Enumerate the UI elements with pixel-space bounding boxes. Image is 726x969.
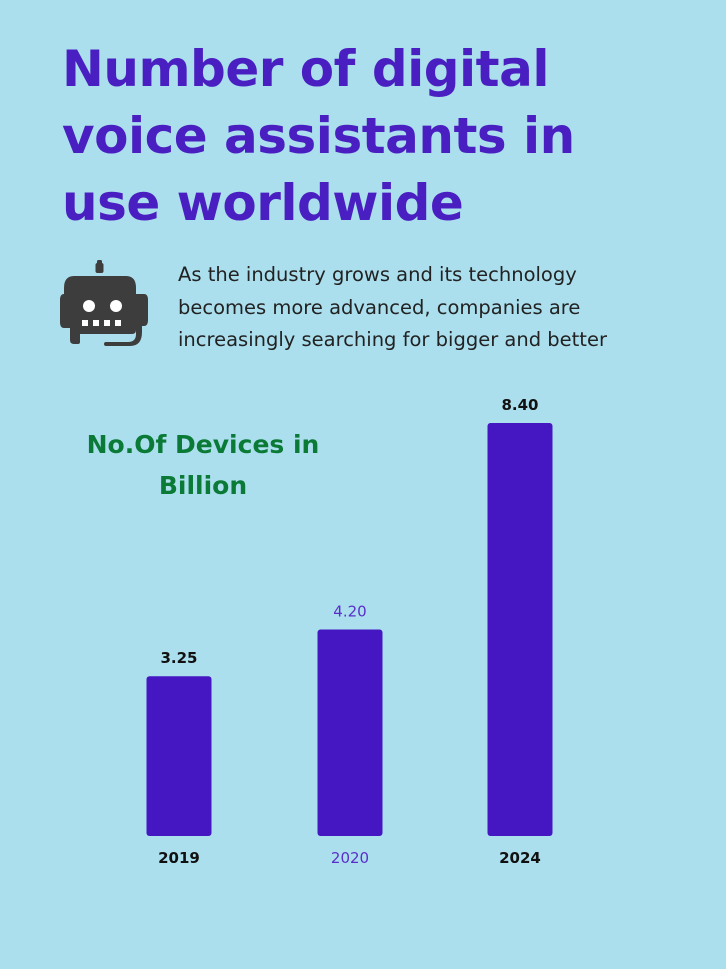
value-label-2019: 3.25 [160,649,197,667]
category-label-2024: 2024 [499,849,541,867]
headline: Number of digital voice assistants in us… [62,36,682,237]
headline-line: voice assistants in [62,107,575,165]
category-label-2019: 2019 [158,849,200,867]
value-label-2020: 4.20 [333,603,366,621]
chart-title-line: No.Of Devices in [86,430,320,459]
description-line: As the industry grows and its technology [178,263,577,286]
headline-line: use worldwide [62,174,464,232]
robot-icon [60,260,148,346]
chart-title: No.Of Devices in Billion [62,424,344,506]
description-line: becomes more advanced, companies are [178,295,581,319]
chart-title-line: Billion [158,471,248,500]
description-line: increasingly searching for bigger and be… [178,328,607,351]
description: As the industry grows and its technology… [178,259,718,357]
bar-2019 [146,676,212,836]
bar-2020 [317,629,383,836]
headline-line: Number of digital [62,40,549,98]
category-label-2020: 2020 [331,849,369,867]
value-label-2024: 8.40 [501,396,538,414]
bar-2024 [487,423,553,836]
